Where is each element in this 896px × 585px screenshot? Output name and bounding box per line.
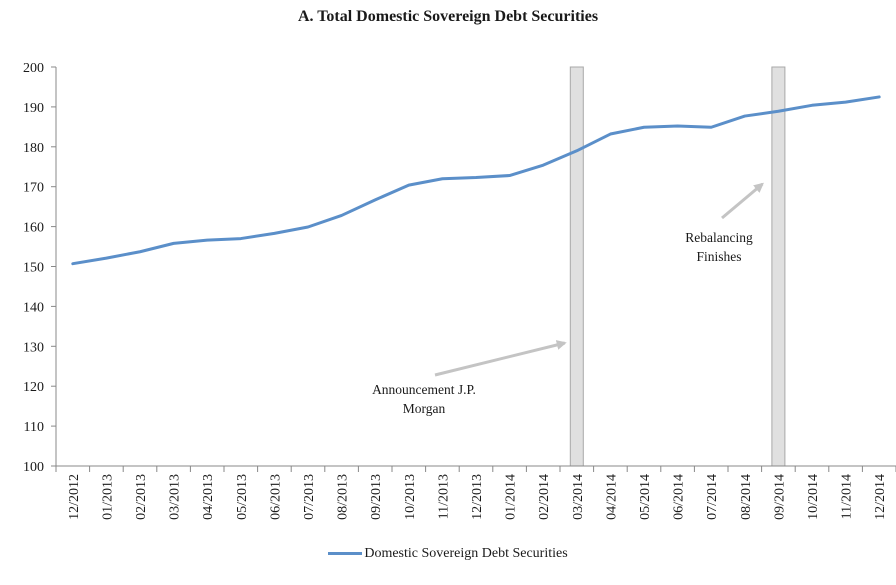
- x-tick-label: 03/2014: [571, 474, 586, 520]
- x-tick-label: 12/2012: [67, 474, 82, 520]
- x-tick-label: 06/2013: [268, 474, 283, 520]
- y-tick-label: 110: [24, 420, 44, 435]
- x-tick-label: 04/2013: [201, 474, 216, 520]
- x-tick-label: 08/2014: [739, 474, 754, 520]
- y-tick-label: 190: [23, 101, 44, 116]
- x-tick-label: 10/2014: [806, 474, 821, 520]
- x-tick-label: 02/2013: [134, 474, 149, 520]
- x-tick-label: 05/2014: [638, 474, 653, 520]
- y-tick-label: 130: [23, 340, 44, 355]
- x-tick-label: 07/2013: [302, 474, 317, 520]
- x-tick-label: 11/2013: [436, 474, 451, 519]
- annotation-text-0: Morgan: [403, 401, 446, 416]
- x-tick-label: 04/2014: [604, 474, 619, 520]
- x-tick-label: 01/2014: [504, 474, 519, 520]
- legend: Domestic Sovereign Debt Securities: [0, 546, 896, 562]
- x-tick-label: 11/2014: [840, 474, 855, 519]
- x-tick-label: 02/2014: [537, 474, 552, 520]
- annotation-text-0: Announcement J.P.: [372, 382, 476, 397]
- x-tick-label: 01/2013: [100, 474, 115, 520]
- x-tick-label: 12/2013: [470, 474, 485, 520]
- series-line-0: [71, 95, 881, 266]
- x-tick-label: 03/2013: [168, 474, 183, 520]
- x-tick-label: 09/2013: [369, 474, 384, 520]
- x-tick-label: 12/2014: [873, 474, 888, 520]
- annotation-text-1: Finishes: [696, 249, 741, 264]
- shaded-period-0: [569, 66, 584, 467]
- y-tick-label: 140: [23, 300, 44, 315]
- annotation-arrow-1: [721, 182, 764, 220]
- legend-swatch: [328, 552, 363, 556]
- y-tick-label: 150: [23, 261, 44, 276]
- x-tick-label: 05/2013: [235, 474, 250, 520]
- x-tick-label: 07/2014: [705, 474, 720, 520]
- y-tick-label: 120: [23, 380, 44, 395]
- chart-title: A. Total Domestic Sovereign Debt Securit…: [297, 8, 599, 25]
- annotation-arrow-0: [434, 340, 567, 377]
- y-tick-label: 200: [23, 61, 44, 76]
- legend-label: Domestic Sovereign Debt Securities: [364, 546, 568, 561]
- x-tick-label: 09/2014: [772, 474, 787, 520]
- y-tick-label: 170: [23, 181, 44, 196]
- x-tick-label: 10/2013: [403, 474, 418, 520]
- x-tick-label: 08/2013: [336, 474, 351, 520]
- y-tick-label: 100: [23, 460, 44, 475]
- shaded-period-1: [771, 66, 786, 467]
- annotation-text-1: Rebalancing: [685, 230, 753, 245]
- y-tick-label: 160: [23, 221, 44, 236]
- x-tick-label: 06/2014: [672, 474, 687, 520]
- y-tick-label: 180: [23, 141, 44, 156]
